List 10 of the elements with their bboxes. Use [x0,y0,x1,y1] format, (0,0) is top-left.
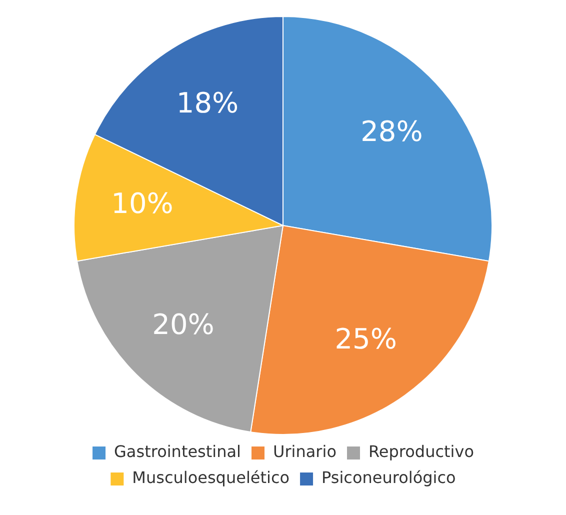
legend-label: Psiconeurológico [322,468,456,488]
data-label: 10% [111,186,174,220]
legend-label: Reproductivo [368,442,474,462]
data-label: 25% [334,322,397,356]
legend-label: Gastrointestinal [114,442,242,462]
legend-label: Musculoesquelético [132,468,290,488]
data-label: 20% [152,308,214,342]
data-label: 18% [176,86,239,120]
data-label: 28% [360,115,423,148]
legend-label: Urinario [273,442,336,462]
